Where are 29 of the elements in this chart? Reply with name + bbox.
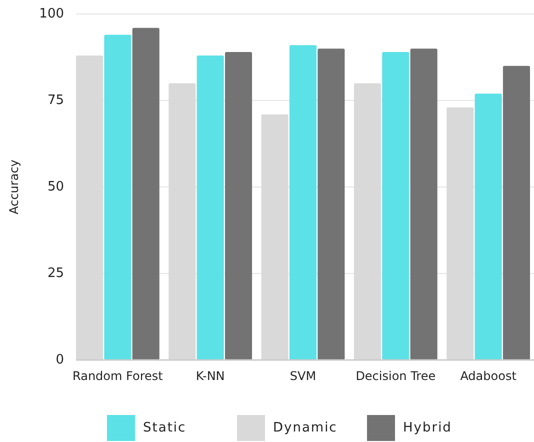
x-tick-label: K-NN xyxy=(196,369,225,383)
legend-label: Dynamic xyxy=(273,420,338,436)
x-tick-label: Random Forest xyxy=(72,369,164,383)
bar xyxy=(132,28,160,360)
x-tick-label: Adaboost xyxy=(460,369,517,383)
y-tick-label: 25 xyxy=(47,266,64,282)
bar xyxy=(354,83,382,360)
y-axis-title: Accuracy xyxy=(7,160,21,214)
bar xyxy=(410,48,438,360)
bar xyxy=(224,52,252,360)
y-tick-label: 0 xyxy=(56,352,64,368)
bar xyxy=(474,94,502,360)
bar xyxy=(196,56,224,360)
y-tick-label: 50 xyxy=(47,180,64,195)
bar xyxy=(261,114,288,360)
x-tick-label: Decision Tree xyxy=(356,369,436,383)
legend-label: Hybrid xyxy=(403,420,452,436)
bar xyxy=(289,45,317,360)
legend-label: Static xyxy=(143,420,186,436)
bar xyxy=(104,34,132,360)
bar xyxy=(446,107,474,360)
bar xyxy=(502,66,530,360)
bar xyxy=(382,52,410,360)
x-tick-label: SVM xyxy=(290,369,316,383)
bar xyxy=(168,83,196,360)
y-tick-label: 75 xyxy=(47,93,64,108)
bar xyxy=(76,56,104,360)
y-tick-label: 100 xyxy=(39,6,64,22)
bar xyxy=(318,48,345,360)
